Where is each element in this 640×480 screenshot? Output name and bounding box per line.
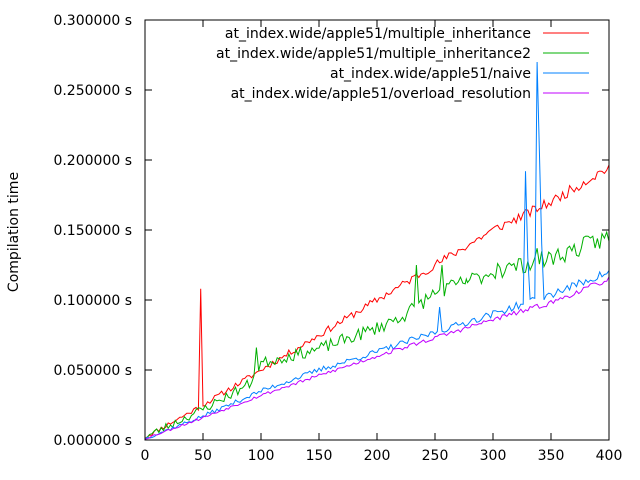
legend-label: at_index.wide/apple51/overload_resolutio… [231, 86, 531, 102]
y-axis-label: Compilation time [6, 172, 22, 292]
y-axis: 0.000000 s 0.050000 s 0.100000 s 0.150000 s… [53, 13, 609, 449]
x-tick-label: 350 [538, 448, 565, 464]
y-tick-label: 0.100000 s [53, 293, 132, 309]
y-tick-label: 0.300000 s [53, 13, 132, 29]
x-axis: 0 50 100 150 200 250 300 350 400 [141, 20, 623, 464]
legend-label: at_index.wide/apple51/multiple_inheritan… [225, 26, 531, 42]
y-tick-label: 0.150000 s [53, 223, 132, 239]
x-tick-label: 150 [306, 448, 333, 464]
x-tick-label: 200 [364, 448, 391, 464]
series-line-4 [144, 276, 610, 440]
y-tick-label: 0.000000 s [53, 433, 132, 449]
x-tick-label: 400 [596, 448, 623, 464]
x-tick-label: 300 [480, 448, 507, 464]
x-tick-label: 100 [248, 448, 275, 464]
x-tick-label: 250 [422, 448, 449, 464]
legend: at_index.wide/apple51/multiple_inheritan… [216, 26, 589, 102]
plot-lines [144, 61, 610, 440]
series-line-2 [144, 230, 610, 440]
y-tick-label: 0.250000 s [53, 83, 132, 99]
plot-frame [144, 19, 610, 441]
legend-label: at_index.wide/apple51/multiple_inheritan… [216, 46, 531, 62]
series-line-3 [144, 61, 610, 440]
x-tick-label: 50 [194, 448, 212, 464]
series-line-1 [144, 164, 610, 439]
y-tick-label: 0.050000 s [53, 363, 132, 379]
y-tick-label: 0.200000 s [53, 153, 132, 169]
x-tick-label: 0 [141, 448, 150, 464]
legend-label: at_index.wide/apple51/naive [330, 66, 531, 82]
